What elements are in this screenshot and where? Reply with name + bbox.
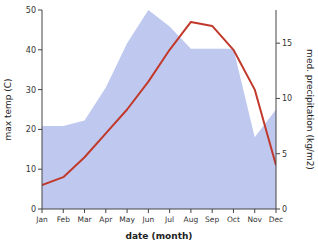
y-tick-label: 20 [26, 125, 36, 134]
x-tick-label: Dec [269, 215, 284, 224]
y2-axis-line [276, 10, 277, 209]
temp-line [42, 22, 276, 185]
x-tick [105, 209, 106, 213]
x-tick-label: Nov [247, 215, 262, 224]
y-tick-label: 30 [26, 86, 36, 95]
y-axis-line [42, 10, 43, 209]
x-tick [254, 209, 255, 213]
x-tick-label: Jul [164, 215, 174, 224]
y-tick [38, 169, 42, 170]
x-tick-label: Jun [142, 215, 155, 224]
x-tick [212, 209, 213, 213]
x-tick-label: Oct [227, 215, 240, 224]
y-tick [38, 10, 42, 11]
y2-axis-label: med. precipitation (kg/m2) [305, 49, 315, 170]
y2-tick-label: 15 [282, 39, 292, 48]
x-tick [63, 209, 64, 213]
x-axis-line [42, 209, 276, 210]
x-tick [233, 209, 234, 213]
y2-tick-label: 10 [282, 94, 292, 103]
x-tick [127, 209, 128, 213]
y-tick-label: 10 [26, 165, 36, 174]
x-tick [190, 209, 191, 213]
x-tick-label: Feb [57, 215, 71, 224]
y2-tick [276, 43, 280, 44]
plot-area [42, 10, 276, 209]
y-tick [38, 129, 42, 130]
chart-svg: 0 10 20 30 40 50 max temp (C) 0 5 10 15 med. precip… [0, 0, 318, 247]
x-tick-label: Aug [184, 215, 199, 224]
x-tick-label: May [119, 215, 135, 224]
y-tick [38, 49, 42, 50]
y-tick-label: 40 [26, 46, 36, 55]
y2-tick [276, 153, 280, 154]
x-axis-label: date (month) [126, 231, 193, 241]
y-tick [38, 89, 42, 90]
precip-area [42, 10, 276, 209]
y-tick-label: 50 [26, 6, 36, 15]
x-tick [84, 209, 85, 213]
y-tick [38, 209, 42, 210]
y2-tick [276, 209, 280, 210]
x-tick [42, 209, 43, 213]
y2-tick [276, 98, 280, 99]
y-axis-label: max temp (C) [3, 78, 13, 140]
x-tick-label: Mar [77, 215, 92, 224]
x-tick [276, 209, 277, 213]
x-tick-label: Apr [99, 215, 113, 224]
x-tick [148, 209, 149, 213]
x-tick-label: Jan [35, 215, 48, 224]
x-tick-label: Sep [205, 215, 219, 224]
x-tick [169, 209, 170, 213]
y-tick-label: 0 [31, 205, 36, 214]
chart-container: 0 10 20 30 40 50 max temp (C) 0 5 10 15 med. precip… [0, 0, 318, 247]
y2-tick-label: 5 [282, 150, 287, 159]
y2-tick-label: 0 [282, 205, 287, 214]
